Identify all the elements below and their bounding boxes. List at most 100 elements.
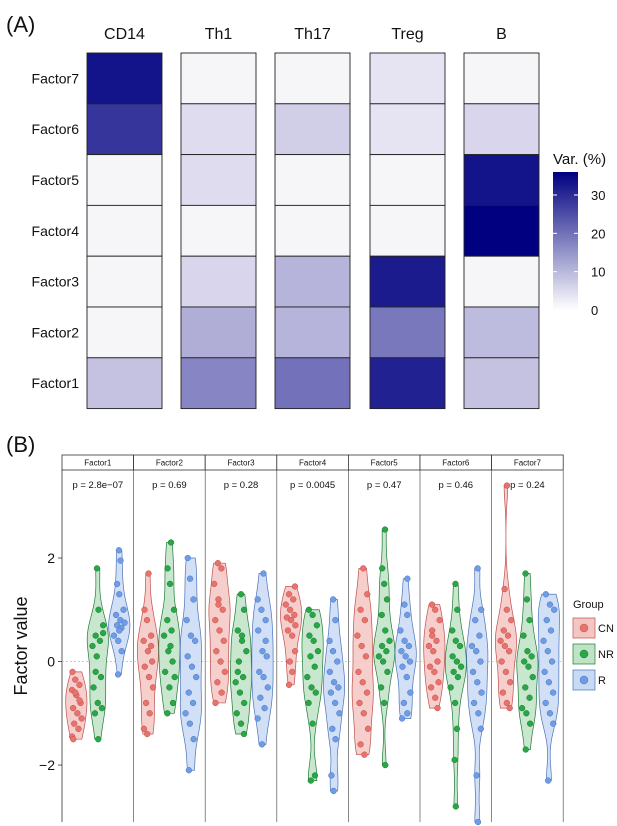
data-point-r	[541, 668, 548, 676]
data-point-cn	[215, 596, 222, 603]
data-point-r	[545, 679, 553, 686]
data-point-cn	[355, 668, 362, 676]
facet-strip-label: Factor5	[371, 459, 399, 468]
data-point-nr	[237, 720, 245, 727]
data-point-cn	[435, 679, 442, 686]
data-point-nr	[452, 699, 459, 707]
data-point-r	[260, 673, 267, 681]
colorbar-tick-label: 10	[591, 265, 605, 280]
data-point-r	[182, 710, 189, 717]
data-point-cn	[71, 720, 78, 727]
data-point-cn	[292, 622, 299, 629]
data-point-r	[548, 658, 556, 665]
data-point-nr	[305, 699, 312, 707]
data-point-cn	[498, 658, 505, 665]
data-point-r	[329, 648, 337, 655]
facet-factor6: Factor6 p = 0.46	[419, 454, 492, 826]
data-point-nr	[169, 699, 177, 707]
heatmap-cell-factor1-th17	[274, 357, 351, 410]
data-point-nr	[452, 580, 459, 588]
data-point-cn	[430, 648, 437, 655]
data-point-nr	[235, 658, 243, 665]
data-point-r	[112, 611, 120, 619]
data-point-nr	[165, 648, 172, 655]
heatmap: CD14 Th1 Th17 Treg B Factor7 Factor6 Factor5 Fac…	[32, 26, 540, 410]
data-point-nr	[169, 658, 176, 665]
heatmap-cell-factor5-th17	[274, 154, 351, 206]
data-point-r	[475, 710, 482, 717]
facet-factor3: Factor3 p = 0.28	[204, 454, 278, 822]
heatmap-cell-factor6-treg	[369, 103, 446, 156]
data-point-cn	[503, 699, 510, 707]
data-point-r	[542, 591, 550, 598]
data-point-cn	[70, 736, 77, 743]
data-point-cn	[76, 681, 83, 688]
data-point-cn	[145, 673, 153, 681]
data-point-nr	[453, 658, 461, 665]
data-point-r	[336, 710, 343, 717]
data-point-nr	[93, 565, 101, 572]
data-point-cn	[141, 663, 148, 670]
data-point-r	[183, 616, 190, 624]
data-point-nr	[384, 668, 391, 676]
facet-factor2: Factor2 p = 0.69	[133, 454, 206, 822]
facet-strip-label: Factor7	[514, 459, 542, 468]
heatmap-cell-factor1-b	[463, 357, 540, 410]
data-point-cn	[499, 689, 507, 696]
heatmap-cell-factor2-treg	[369, 306, 446, 359]
panel-a-label: (A)	[6, 12, 35, 37]
data-point-cn	[503, 606, 510, 613]
colorbar-tick-label: 30	[591, 188, 605, 203]
data-point-nr	[522, 684, 529, 691]
data-point-cn	[359, 679, 366, 686]
heatmap-cell-factor4-b	[463, 204, 540, 257]
data-point-r	[115, 547, 123, 554]
data-point-cn	[291, 611, 298, 619]
data-point-r	[185, 767, 193, 774]
data-point-nr	[96, 637, 104, 644]
data-point-cn	[361, 616, 369, 624]
data-point-nr	[166, 684, 173, 691]
data-point-cn	[357, 741, 364, 748]
data-point-nr	[311, 663, 318, 670]
heatmap-cell-factor1-treg	[369, 357, 446, 410]
data-point-nr	[451, 756, 458, 764]
data-point-r	[399, 663, 406, 670]
data-point-r	[469, 668, 477, 676]
data-point-r	[545, 777, 552, 784]
data-point-cn	[142, 699, 150, 707]
data-point-cn	[69, 668, 76, 676]
data-point-nr	[236, 689, 244, 696]
data-point-r	[544, 648, 551, 655]
data-point-r	[332, 616, 339, 624]
data-point-cn	[356, 699, 363, 707]
data-point-cn	[214, 560, 222, 567]
row-label-factor6: Factor6	[32, 121, 80, 137]
data-point-nr	[447, 684, 454, 691]
data-point-cn	[221, 668, 228, 676]
violin-r	[466, 568, 489, 823]
data-point-r	[110, 632, 118, 639]
data-point-nr	[170, 606, 178, 613]
heatmap-cell-factor3-th17	[274, 255, 351, 308]
row-label-factor5: Factor5	[32, 172, 80, 188]
data-point-r	[478, 606, 485, 613]
heatmap-cell-factor2-th17	[274, 306, 351, 359]
data-point-nr	[523, 710, 530, 717]
data-point-r	[540, 637, 547, 644]
facet-strip-label: Factor1	[84, 459, 112, 468]
data-point-nr	[528, 653, 535, 660]
group-legend: Group CN NR R	[572, 599, 614, 691]
data-point-nr	[382, 627, 389, 634]
heatmap-cell-factor7-treg	[369, 52, 446, 105]
data-point-nr	[452, 637, 459, 644]
data-point-r	[262, 637, 269, 644]
data-point-r	[402, 653, 409, 660]
data-point-cn	[500, 627, 507, 634]
heatmap-cell-factor5-cd14	[86, 154, 163, 206]
data-point-nr	[383, 648, 390, 655]
data-point-nr	[232, 679, 239, 686]
data-point-r	[551, 606, 558, 613]
data-point-nr	[160, 632, 168, 639]
